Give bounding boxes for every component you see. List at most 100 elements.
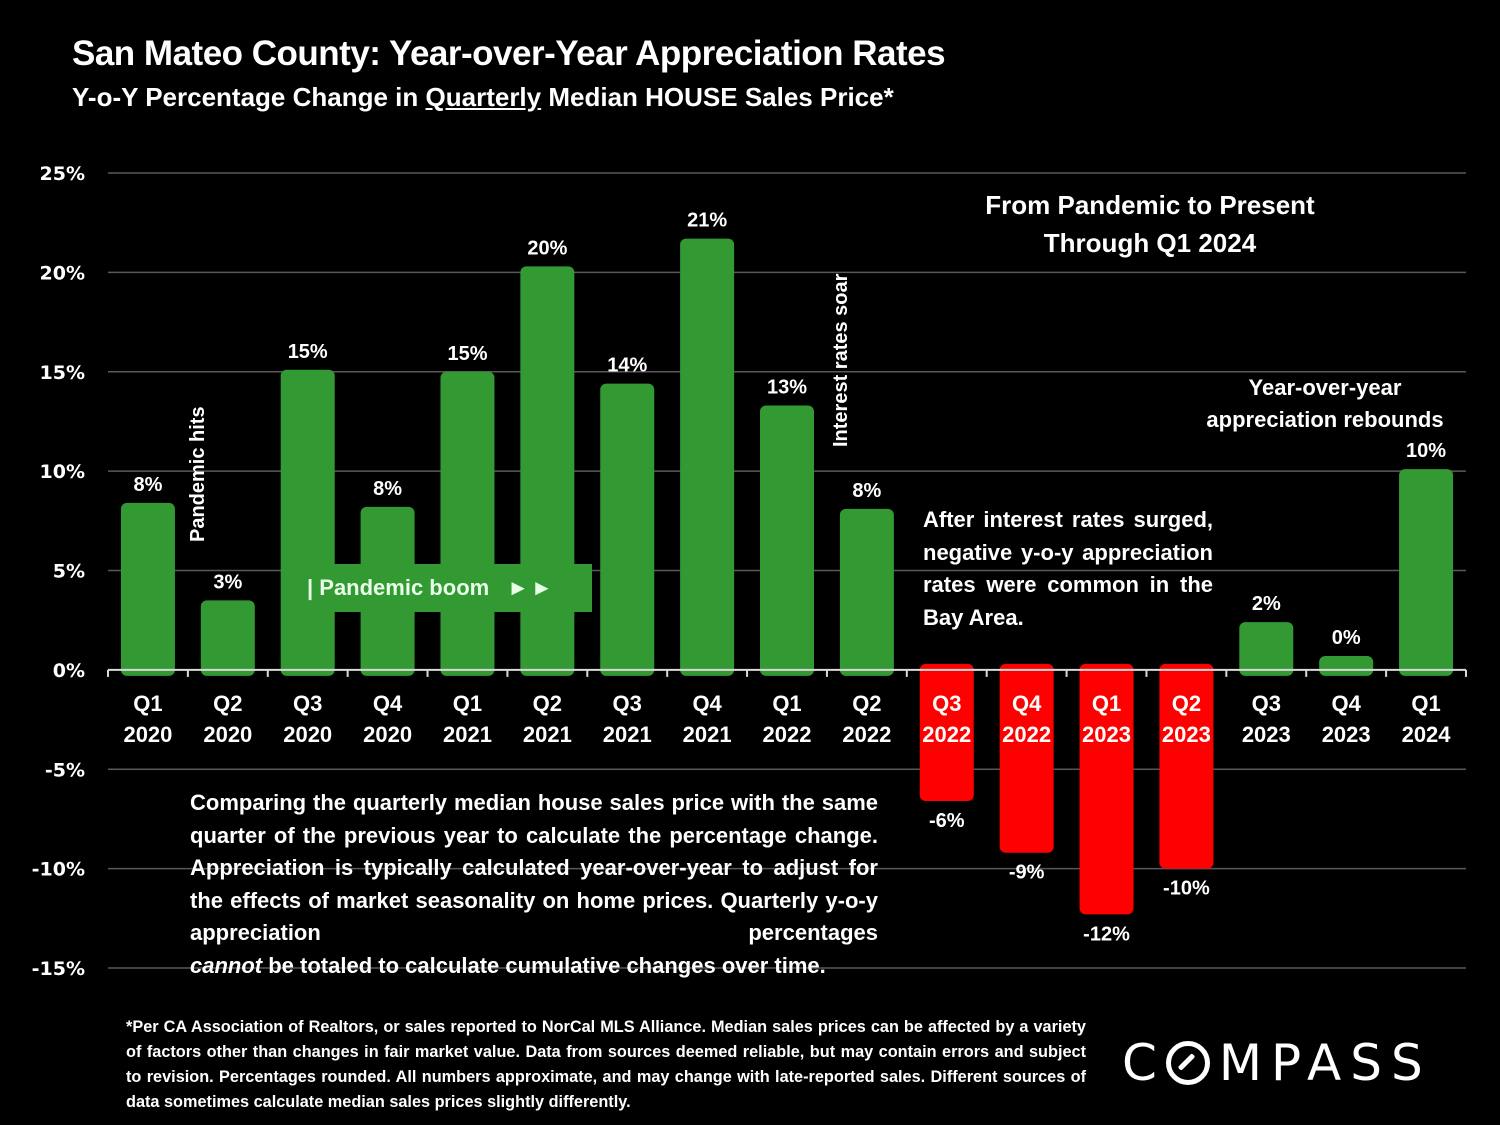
x-tick-label-year: 2020 <box>203 722 252 747</box>
x-tick-label-quarter: Q1 <box>772 691 801 716</box>
bar <box>680 238 735 676</box>
y-tick-label: 20% <box>40 262 85 284</box>
data-label: 2% <box>1252 593 1281 615</box>
y-tick-label: -15% <box>32 958 85 980</box>
x-tick-label-year: 2022 <box>842 722 891 747</box>
x-tick-label-year: 2023 <box>1242 722 1291 747</box>
x-tick-label-quarter: Q3 <box>293 691 322 716</box>
bar <box>1319 655 1374 676</box>
x-tick-label-quarter: Q4 <box>1012 691 1042 716</box>
after-rates-annotation: After interest rates surged, negative y-… <box>923 507 1213 630</box>
footnote: *Per CA Association of Realtors, or sale… <box>126 1018 1086 1111</box>
x-tick-label-year: 2023 <box>1082 722 1131 747</box>
y-tick-label: -10% <box>32 859 85 881</box>
x-tick-label-year: 2021 <box>443 722 492 747</box>
x-tick-label-year: 2021 <box>683 722 732 747</box>
y-tick-label: 5% <box>53 561 85 583</box>
subtitle-underlined: Quarterly <box>425 82 542 112</box>
rebound-annotation: Year-over-year appreciation rebounds <box>1180 372 1470 436</box>
subtitle-post: Median HOUSE Sales Price* <box>541 82 894 112</box>
x-tick-label-year: 2020 <box>363 722 412 747</box>
data-label: 15% <box>447 343 487 365</box>
x-tick-label-quarter: Q4 <box>373 691 403 716</box>
data-label: 8% <box>133 474 162 496</box>
methodology-text: Comparing the quarterly median house sal… <box>190 790 878 945</box>
data-label: 13% <box>767 377 807 399</box>
period-title-line2: Through Q1 2024 <box>1043 228 1257 258</box>
x-axis-labels: Q1 2020 Q2 2020 Q3 2020 Q4 2020 Q1 2021 Q2 2021 Q3 20… <box>123 691 1451 747</box>
x-tick-label-year: 2021 <box>603 722 652 747</box>
data-label: 21% <box>687 210 727 232</box>
data-label: -12% <box>1083 923 1130 945</box>
double-arrow-right-icon: ►► <box>507 575 555 600</box>
y-axis-ticks: 25% 20% 15% 10% 5% 0% -5% -10% -15% <box>32 163 85 980</box>
bar <box>600 383 655 676</box>
x-tick-label-year: 2022 <box>763 722 812 747</box>
x-tick-label-quarter: Q2 <box>1172 691 1201 716</box>
data-label: 14% <box>607 355 647 377</box>
bar <box>1159 663 1214 869</box>
data-label: 3% <box>213 571 242 593</box>
data-label: 0% <box>1332 627 1361 649</box>
bar <box>280 369 335 676</box>
y-tick-label: 15% <box>40 362 85 384</box>
chart-subtitle: Y-o-Y Percentage Change in Quarterly Med… <box>72 82 894 113</box>
data-label: -6% <box>929 810 965 832</box>
bar <box>760 405 814 676</box>
x-tick-label-quarter: Q2 <box>852 691 881 716</box>
data-label: -10% <box>1163 878 1210 900</box>
compass-o-icon <box>1165 1041 1210 1085</box>
x-tick-label-year: 2020 <box>283 722 332 747</box>
rebound-line1: Year-over-year <box>1248 375 1402 400</box>
period-title: From Pandemic to Present Through Q1 2024 <box>940 186 1360 262</box>
compass-logo: C MPASS <box>1122 1034 1432 1092</box>
data-labels: 8% 3% 15% 8% 15% 20% 14% 21% 13% 8% -6% -9% -12% -10%… <box>133 210 1446 946</box>
x-tick-label-quarter: Q3 <box>1252 691 1281 716</box>
interest-rates-annotation: Interest rates soar <box>830 273 852 447</box>
x-tick-label-quarter: Q2 <box>213 691 242 716</box>
rebound-line2: appreciation rebounds <box>1206 407 1444 432</box>
x-tick-label-year: 2023 <box>1162 722 1211 747</box>
bar <box>1399 469 1454 676</box>
pandemic-hits-annotation: Pandemic hits <box>187 406 209 542</box>
bar <box>839 508 894 676</box>
logo-text-post: MPASS <box>1218 1034 1432 1092</box>
bar <box>999 663 1054 853</box>
bar <box>200 600 255 676</box>
chart-title: San Mateo County: Year-over-Year Appreci… <box>72 34 946 73</box>
period-title-line1: From Pandemic to Present <box>985 190 1315 220</box>
bar <box>919 663 974 802</box>
x-tick-label-quarter: Q1 <box>1092 691 1121 716</box>
x-tick-label-quarter: Q2 <box>533 691 562 716</box>
methodology-emphasis: cannot <box>190 952 263 978</box>
data-label: 8% <box>373 478 402 500</box>
x-tick-label-year: 2022 <box>922 722 971 747</box>
bar <box>520 266 575 676</box>
data-label: 10% <box>1406 440 1446 462</box>
bar <box>1239 622 1294 676</box>
logo-text-pre: C <box>1122 1034 1166 1092</box>
data-label: -9% <box>1009 862 1045 884</box>
x-tick-label-year: 2020 <box>123 722 172 747</box>
x-tick-label-quarter: Q1 <box>133 691 162 716</box>
subtitle-pre: Y-o-Y Percentage Change in <box>72 82 426 112</box>
x-tick-label-quarter: Q4 <box>692 691 722 716</box>
x-tick-label-year: 2024 <box>1402 722 1452 747</box>
bar <box>120 502 175 676</box>
x-tick-label-quarter: Q3 <box>932 691 961 716</box>
data-label: 15% <box>288 341 328 363</box>
bar <box>1079 663 1134 915</box>
y-tick-label: -5% <box>45 759 85 781</box>
x-axis <box>107 668 1467 677</box>
x-tick-label-quarter: Q1 <box>1411 691 1440 716</box>
x-tick-label-quarter: Q1 <box>453 691 482 716</box>
y-tick-label: 0% <box>53 660 85 682</box>
x-tick-label-year: 2022 <box>1002 722 1051 747</box>
methodology-tail: be totaled to calculate cumulative chang… <box>262 952 826 978</box>
data-label: 8% <box>852 480 881 502</box>
bar <box>440 371 495 676</box>
x-tick-label-year: 2021 <box>523 722 572 747</box>
x-tick-label-quarter: Q3 <box>613 691 642 716</box>
x-tick-label-quarter: Q4 <box>1331 691 1361 716</box>
y-tick-label: 25% <box>40 163 85 185</box>
